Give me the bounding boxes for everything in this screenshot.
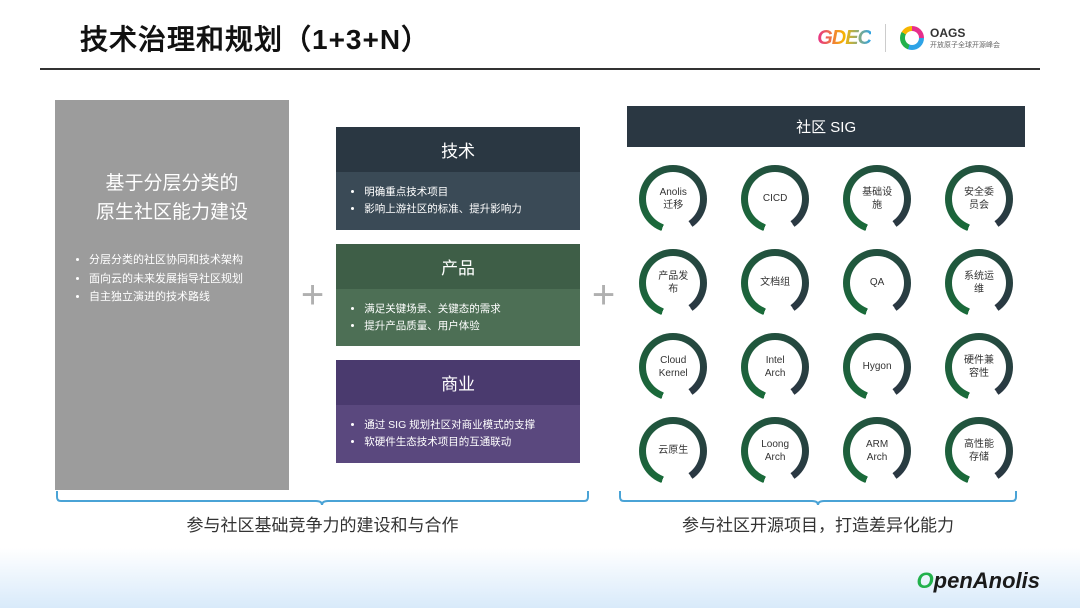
sig-ring-icon: LoongArch [741,417,809,485]
sig-item: 云原生 [627,417,719,485]
plus-icon: + [592,273,615,318]
card-bullet: 明确重点技术项目 [364,184,566,201]
sig-label: CICD [757,192,793,205]
sig-ring-icon: 文档组 [741,249,809,317]
sig-item: 硬件兼容性 [933,333,1025,401]
sig-label: 高性能存储 [958,438,1000,464]
brace-left-icon [55,489,590,505]
header-logos: GDEC OAGS 开放原子全球开源峰会 [817,24,1000,52]
sig-ring-icon: Hygon [843,333,911,401]
sig-ring-icon: 硬件兼容性 [945,333,1013,401]
sig-item: 基础设施 [831,165,923,233]
foundation-title-l1: 基于分层分类的 [105,173,238,194]
sig-item: CloudKernel [627,333,719,401]
card-biz: 商业通过 SIG 规划社区对商业模式的支撑软硬件生态技术项目的互通联动 [336,360,580,463]
column-three-cards: 技术明确重点技术项目影响上游社区的标准、提升影响力产品满足关键场景、关键态的需求… [336,127,580,463]
oags-subtext: 开放原子全球开源峰会 [930,40,1000,50]
brace-right-icon [618,489,1018,505]
sig-item: Anolis迁移 [627,165,719,233]
sig-label: Anolis迁移 [654,186,693,212]
sig-label: 安全委员会 [958,186,1000,212]
sig-ring-icon: 安全委员会 [945,165,1013,233]
foundation-bullet: 面向云的未来发展指导社区规划 [89,270,271,289]
logo-divider [885,24,886,52]
sig-item: Hygon [831,333,923,401]
foundation-bullets: 分层分类的社区协同和技术架构面向云的未来发展指导社区规划自主独立演进的技术路线 [73,251,271,307]
brace-left-caption: 参与社区基础竞争力的建设和与合作 [55,511,590,536]
sig-header: 社区 SIG [627,106,1025,147]
card-prod: 产品满足关键场景、关键态的需求提升产品质量、用户体验 [336,244,580,347]
brace-left: 参与社区基础竞争力的建设和与合作 [55,489,590,536]
card-bullet: 通过 SIG 规划社区对商业模式的支撑 [364,417,566,434]
sig-label: 系统运维 [958,270,1000,296]
footer-logo-post: Anolis [973,568,1040,593]
sig-item: QA [831,249,923,317]
sig-ring-icon: ARMArch [843,417,911,485]
sig-item: ARMArch [831,417,923,485]
card-tech: 技术明确重点技术项目影响上游社区的标准、提升影响力 [336,127,580,230]
card-head: 产品 [336,244,580,289]
sig-item: IntelArch [729,333,821,401]
card-body: 通过 SIG 规划社区对商业模式的支撑软硬件生态技术项目的互通联动 [336,405,580,463]
sig-ring-icon: 基础设施 [843,165,911,233]
sig-ring-icon: 云原生 [639,417,707,485]
plus-icon: + [301,273,324,318]
sig-label: Hygon [857,360,898,373]
card-bullet: 软硬件生态技术项目的互通联动 [364,434,566,451]
page-title: 技术治理和规划（1+3+N） [80,18,430,58]
sig-ring-icon: 产品发布 [639,249,707,317]
sig-ring-icon: CloudKernel [639,333,707,401]
sig-ring-icon: QA [843,249,911,317]
sig-label: 文档组 [754,276,796,289]
sig-label: LoongArch [755,438,795,464]
header: 技术治理和规划（1+3+N） GDEC OAGS 开放原子全球开源峰会 [40,0,1040,70]
sig-ring-icon: CICD [741,165,809,233]
sig-ring-icon: Anolis迁移 [639,165,707,233]
card-head: 技术 [336,127,580,172]
sig-ring-icon: 高性能存储 [945,417,1013,485]
sig-item: 文档组 [729,249,821,317]
main-content: 基于分层分类的 原生社区能力建设 分层分类的社区协同和技术架构面向云的未来发展指… [0,70,1080,500]
sig-item: 高性能存储 [933,417,1025,485]
card-head: 商业 [336,360,580,405]
oags-ring-icon [900,26,924,50]
card-bullet: 满足关键场景、关键态的需求 [364,301,566,318]
sig-item: 安全委员会 [933,165,1025,233]
sig-ring-icon: IntelArch [741,333,809,401]
column-foundation: 基于分层分类的 原生社区能力建设 分层分类的社区协同和技术架构面向云的未来发展指… [55,100,289,490]
sig-label: IntelArch [759,354,792,380]
brace-right-caption: 参与社区开源项目，打造差异化能力 [618,511,1018,536]
column-sig: 社区 SIG Anolis迁移 CICD 基础设施 安全委员会产品发布 文档组 QA 系统运… [627,106,1025,485]
sig-label: QA [864,276,890,289]
footer-logo-mid: pen [934,568,973,593]
sig-item: 系统运维 [933,249,1025,317]
sig-label: 基础设施 [856,186,898,212]
foundation-title: 基于分层分类的 原生社区能力建设 [73,170,271,227]
sig-label: CloudKernel [653,354,694,380]
footer-logo: OpenAnolis [917,568,1040,594]
sig-grid: Anolis迁移 CICD 基础设施 安全委员会产品发布 文档组 QA 系统运维 CloudK… [627,165,1025,485]
sig-label: 硬件兼容性 [958,354,1000,380]
sig-label: 云原生 [652,444,694,457]
sig-item: 产品发布 [627,249,719,317]
foundation-title-l2: 原生社区能力建设 [96,202,248,223]
oags-logo: OAGS 开放原子全球开源峰会 [900,26,1000,50]
braces-row: 参与社区基础竞争力的建设和与合作 参与社区开源项目，打造差异化能力 [55,489,1025,536]
card-body: 满足关键场景、关键态的需求提升产品质量、用户体验 [336,289,580,347]
card-bullet: 影响上游社区的标准、提升影响力 [364,201,566,218]
sig-item: CICD [729,165,821,233]
oags-text: OAGS [930,26,1000,40]
foundation-bullet: 自主独立演进的技术路线 [89,288,271,307]
sig-ring-icon: 系统运维 [945,249,1013,317]
card-bullet: 提升产品质量、用户体验 [364,318,566,335]
sig-label: 产品发布 [652,270,694,296]
footer-logo-o: O [917,568,934,593]
gdec-logo: GDEC [817,27,871,50]
foundation-bullet: 分层分类的社区协同和技术架构 [89,251,271,270]
card-body: 明确重点技术项目影响上游社区的标准、提升影响力 [336,172,580,230]
sig-item: LoongArch [729,417,821,485]
brace-right: 参与社区开源项目，打造差异化能力 [618,489,1018,536]
sig-label: ARMArch [860,438,894,464]
